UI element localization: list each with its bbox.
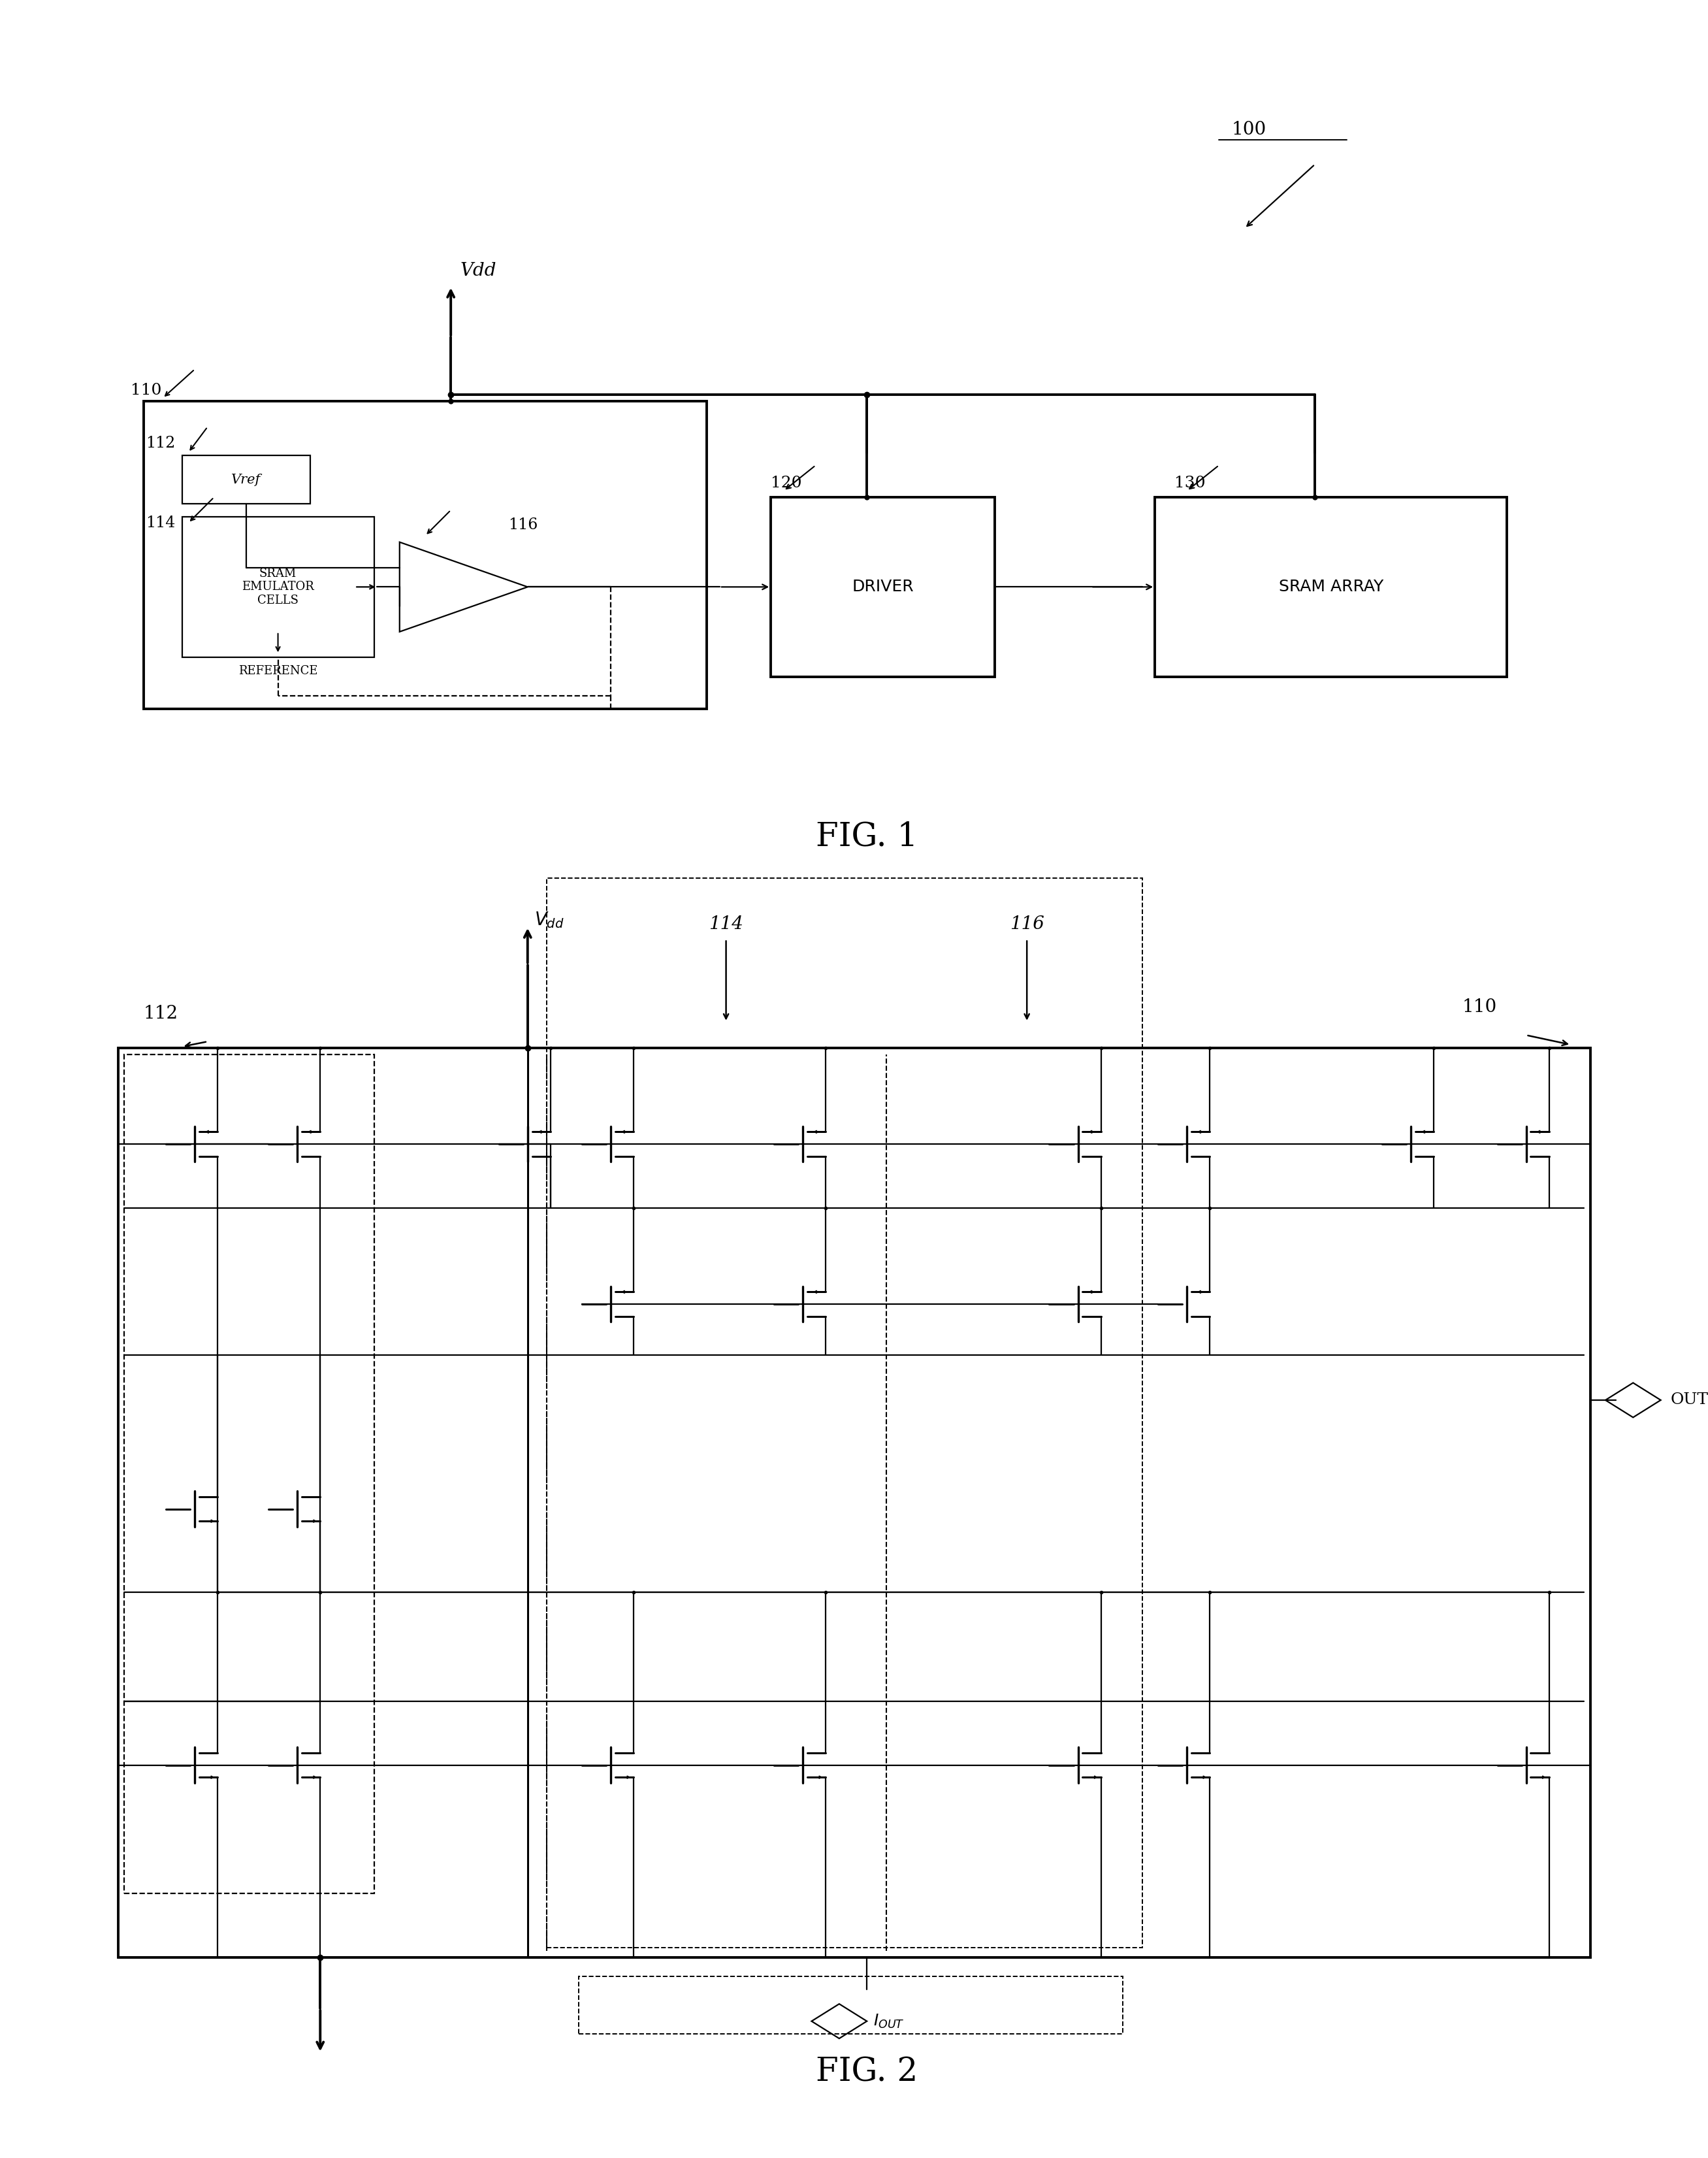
Bar: [579, 1977, 1122, 2035]
Text: 112: 112: [145, 436, 176, 451]
Text: 110: 110: [1462, 999, 1496, 1016]
Text: REFERENCE: REFERENCE: [239, 665, 318, 678]
Text: SRAM
EMULATOR
CELLS: SRAM EMULATOR CELLS: [243, 568, 314, 606]
Bar: [183, 516, 374, 658]
Text: 116: 116: [509, 518, 538, 533]
Bar: [770, 496, 994, 678]
Bar: [547, 878, 1143, 1947]
Text: OUT: OUT: [1670, 1392, 1708, 1407]
Text: Vdd: Vdd: [461, 261, 497, 281]
Text: $I_{OUT}$: $I_{OUT}$: [873, 2013, 905, 2031]
Text: 114: 114: [709, 915, 743, 932]
Text: SRAM ARRAY: SRAM ARRAY: [1279, 578, 1383, 596]
Text: $V_{dd}$: $V_{dd}$: [535, 911, 564, 930]
Bar: [118, 1049, 1590, 1957]
Text: 116: 116: [1009, 915, 1044, 932]
Bar: [143, 401, 707, 708]
Bar: [1155, 496, 1506, 678]
Text: 114: 114: [145, 516, 176, 531]
Text: FIG. 2: FIG. 2: [816, 2057, 917, 2089]
Text: DRIVER: DRIVER: [852, 578, 914, 596]
Text: Vref: Vref: [231, 473, 261, 486]
Text: 112: 112: [143, 1006, 178, 1023]
Text: 120: 120: [770, 477, 801, 490]
Bar: [125, 1055, 374, 1893]
Text: 110: 110: [132, 382, 162, 397]
Text: FIG. 1: FIG. 1: [816, 820, 917, 852]
Bar: [183, 455, 309, 503]
Text: 130: 130: [1173, 477, 1206, 490]
Text: 100: 100: [1231, 121, 1267, 138]
